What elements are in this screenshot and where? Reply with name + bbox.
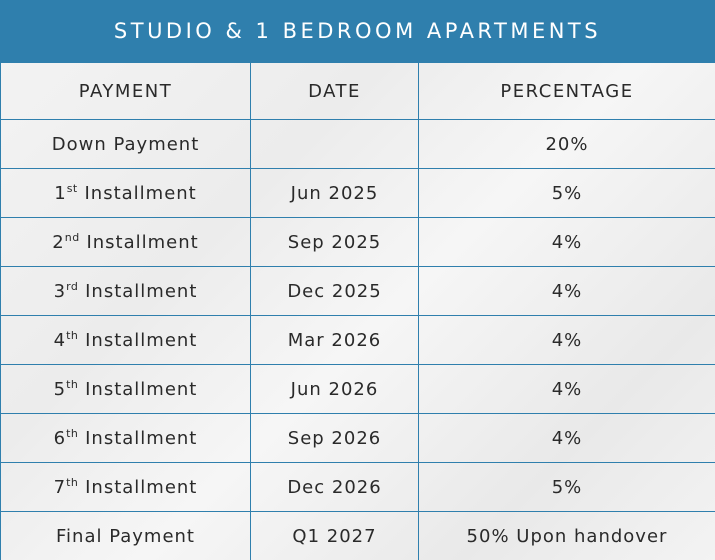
table-row: 1st Installment Jun 2025 5% — [0, 168, 715, 218]
payment-ordinal: st — [66, 181, 78, 195]
table-row: 4th Installment Mar 2026 4% — [0, 315, 715, 365]
percentage-cell: 50% Upon handover — [418, 511, 715, 560]
payment-label: Installment — [78, 476, 198, 498]
column-header-date: DATE — [250, 62, 419, 120]
date-cell: Jun 2026 — [250, 364, 419, 414]
percentage-cell: 4% — [418, 364, 715, 414]
header-row: PAYMENT DATE PERCENTAGE — [0, 62, 715, 120]
table-row: 7th Installment Dec 2026 5% — [0, 462, 715, 512]
percentage-cell: 20% — [418, 119, 715, 169]
table-title: STUDIO & 1 BEDROOM APARTMENTS — [0, 0, 715, 62]
payment-number: 1 — [54, 182, 67, 204]
table-row: 5th Installment Jun 2026 4% — [0, 364, 715, 414]
payment-number: Down Payment — [51, 133, 200, 155]
date-cell: Dec 2025 — [250, 266, 419, 316]
table-row: 2nd Installment Sep 2025 4% — [0, 217, 715, 267]
percentage-cell: 4% — [418, 266, 715, 316]
payment-label: Installment — [78, 378, 198, 400]
payment-number: 3 — [53, 280, 67, 302]
column-header-payment: PAYMENT — [0, 62, 251, 120]
payment-cell: 5th Installment — [0, 364, 251, 414]
payment-plan-table: PAYMENT DATE PERCENTAGE Down Payment 20%… — [0, 62, 715, 560]
payment-cell: 1st Installment — [0, 168, 251, 218]
payment-cell: Down Payment — [0, 119, 251, 169]
table-row: Final Payment Q1 2027 50% Upon handover — [0, 511, 715, 560]
date-cell: Sep 2026 — [250, 413, 419, 463]
payment-label: Installment — [78, 329, 198, 351]
date-cell: Mar 2026 — [250, 315, 419, 365]
date-cell — [250, 119, 419, 169]
payment-cell: Final Payment — [0, 511, 251, 560]
percentage-cell: 5% — [418, 462, 715, 512]
date-cell: Q1 2027 — [250, 511, 419, 560]
payment-ordinal: th — [66, 475, 79, 489]
column-header-percentage: PERCENTAGE — [418, 62, 715, 120]
payment-number: 4 — [53, 329, 67, 351]
percentage-cell: 4% — [418, 413, 715, 463]
table-row: 6th Installment Sep 2026 4% — [0, 413, 715, 463]
payment-cell: 4th Installment — [0, 315, 251, 365]
payment-number: Final Payment — [55, 526, 195, 547]
payment-number: 6 — [53, 427, 67, 449]
payment-number: 5 — [53, 378, 67, 400]
date-cell: Sep 2025 — [250, 217, 419, 267]
table-row: 3rd Installment Dec 2025 4% — [0, 266, 715, 316]
payment-number: 7 — [53, 476, 67, 498]
percentage-cell: 5% — [418, 168, 715, 218]
payment-ordinal: th — [66, 426, 79, 440]
payment-cell: 7th Installment — [0, 462, 251, 512]
percentage-cell: 4% — [418, 315, 715, 365]
payment-label: Installment — [79, 231, 199, 253]
payment-ordinal: rd — [66, 279, 79, 293]
payment-cell: 6th Installment — [0, 413, 251, 463]
date-cell: Jun 2025 — [250, 168, 419, 218]
table-row: Down Payment 20% — [0, 119, 715, 169]
payment-label: Installment — [78, 280, 198, 302]
payment-cell: 3rd Installment — [0, 266, 251, 316]
date-cell: Dec 2026 — [250, 462, 419, 512]
payment-cell: 2nd Installment — [0, 217, 251, 267]
payment-number: 2 — [52, 231, 65, 253]
payment-label: Installment — [78, 427, 198, 449]
payment-label: Installment — [77, 182, 197, 204]
payment-ordinal: th — [66, 328, 79, 342]
payment-ordinal: th — [66, 377, 79, 391]
percentage-cell: 4% — [418, 217, 715, 267]
payment-ordinal: nd — [64, 230, 80, 244]
